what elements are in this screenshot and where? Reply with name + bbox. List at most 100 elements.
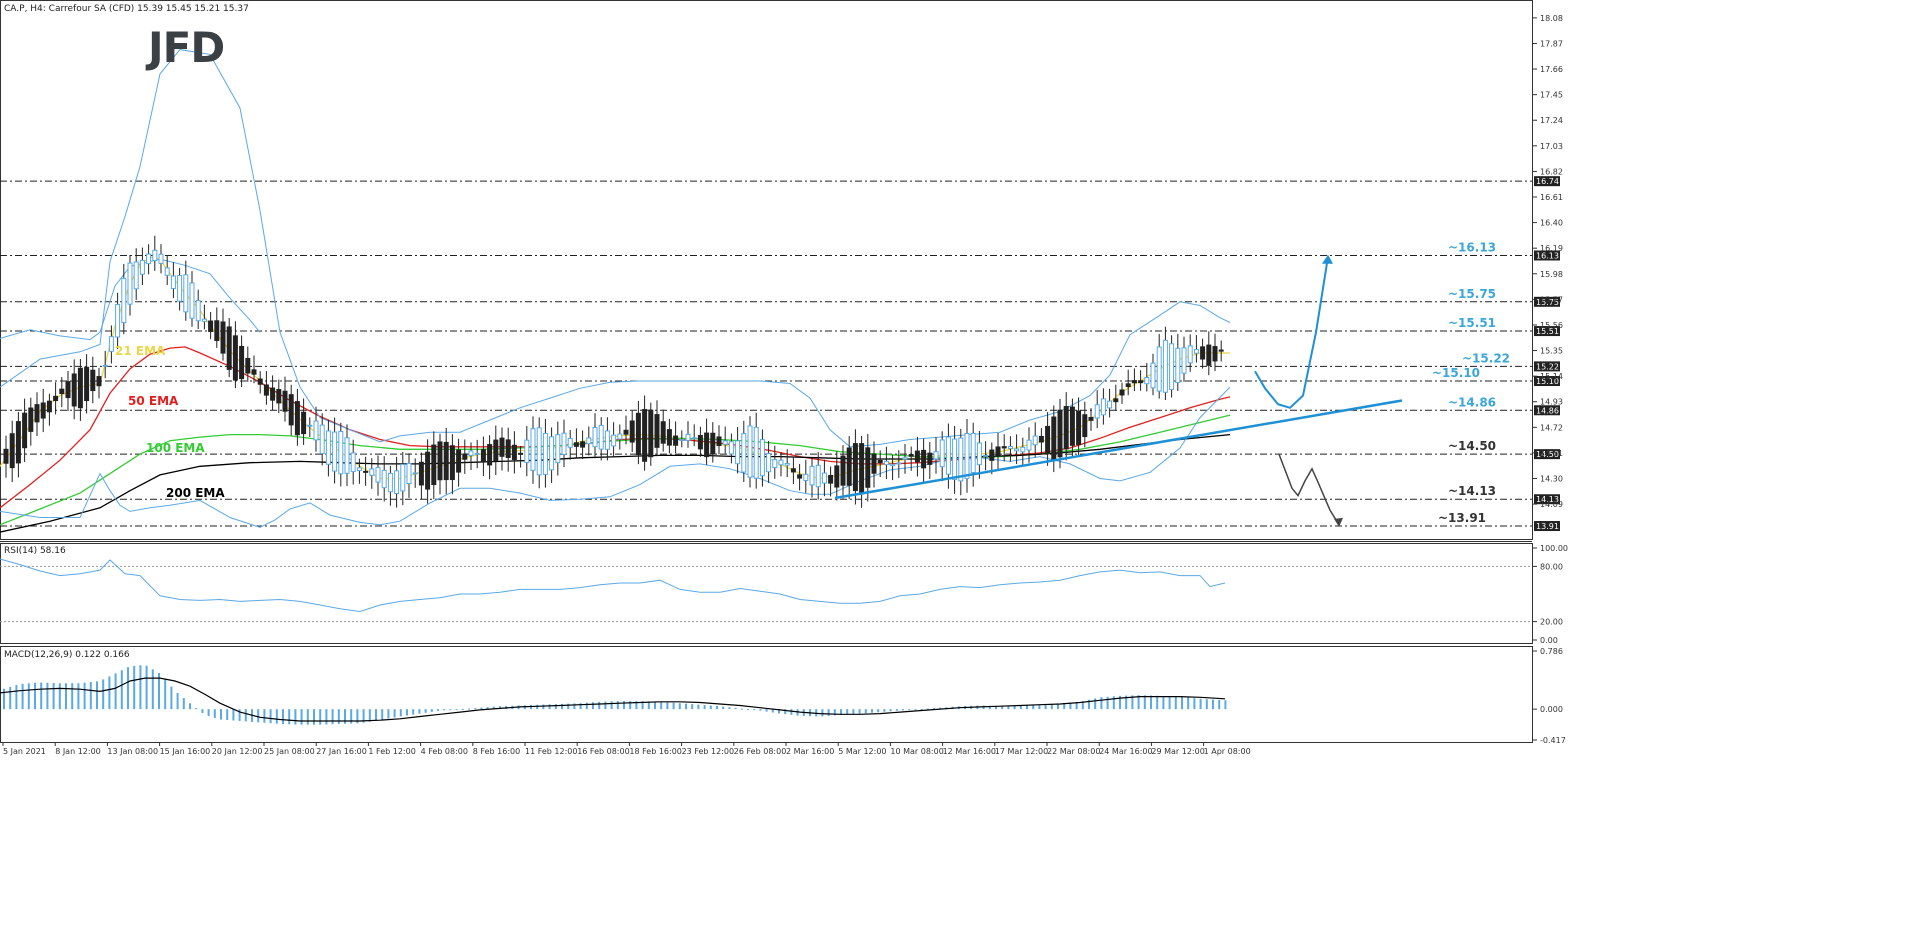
- candle-body: [487, 444, 493, 466]
- macd-histogram-bar: [337, 709, 340, 724]
- main-series: [0, 49, 1231, 533]
- candle-body: [245, 357, 251, 374]
- candle-body: [883, 460, 889, 466]
- candle-body: [666, 429, 672, 446]
- macd-histogram-bar: [660, 701, 663, 710]
- macd-histogram-bar: [269, 709, 272, 724]
- candle-body: [908, 454, 914, 457]
- macd-histogram-bar: [902, 709, 904, 711]
- macd-histogram-bar: [753, 709, 756, 711]
- level-price-box: [1534, 449, 1560, 460]
- macd-histogram-bar: [133, 665, 136, 710]
- candle-body: [1162, 339, 1168, 393]
- candle-body: [146, 253, 152, 265]
- macd-histogram-bar: [821, 709, 824, 717]
- candle-body: [573, 442, 579, 447]
- candles: [3, 235, 1224, 508]
- macd-histogram-bar: [238, 709, 241, 721]
- candle-body: [34, 404, 40, 423]
- macd-histogram-bar: [734, 707, 737, 710]
- macd-histogram-bar: [1088, 699, 1090, 710]
- candle-body: [1156, 346, 1162, 392]
- x-tick-label: 20 Jan 12:00: [212, 747, 263, 756]
- y-tick-label: 15.56: [1540, 321, 1563, 330]
- candle-body: [549, 436, 555, 471]
- macd-histogram-bar: [344, 709, 346, 724]
- macd-histogram-bar: [604, 701, 607, 710]
- candle-body: [226, 326, 232, 370]
- macd-histogram-bar: [220, 709, 222, 720]
- level-price-box: [1534, 405, 1560, 416]
- candle-body: [1144, 376, 1150, 385]
- macd-histogram-bar: [362, 709, 365, 723]
- macd-histogram-bar: [468, 708, 470, 710]
- macd-histogram-bar: [1224, 700, 1227, 710]
- macd-y-tick-label: 0.000: [1540, 705, 1563, 714]
- candle-body: [164, 267, 170, 276]
- candle-body: [96, 376, 102, 387]
- candle-body: [325, 430, 331, 465]
- macd-histogram-bar: [418, 709, 421, 714]
- candle-body: [865, 447, 871, 488]
- level-annotation: ~16.13: [1448, 241, 1496, 255]
- macd-histogram-bar: [1075, 702, 1078, 710]
- x-tick-label: 25 Jan 08:00: [264, 747, 315, 756]
- candle-body: [511, 444, 517, 461]
- candle-body: [418, 461, 424, 486]
- macd-histogram-bar: [858, 709, 861, 714]
- candle-body: [1100, 398, 1106, 416]
- candle-body: [821, 472, 827, 484]
- candle-body: [983, 454, 989, 457]
- y-tick-label: 15.98: [1540, 270, 1563, 279]
- macd-histogram-bar: [375, 709, 377, 721]
- candle-body: [580, 441, 586, 448]
- macd-histogram-bar: [641, 701, 644, 710]
- macd-histogram-bar: [443, 709, 446, 711]
- candle-body: [350, 452, 356, 473]
- level-annotation: ~14.50: [1448, 439, 1496, 453]
- candle-body: [158, 253, 164, 264]
- macd-histogram-bar: [282, 709, 284, 725]
- macd-histogram-bar: [313, 709, 315, 725]
- level-price-label: 15.75: [1536, 298, 1559, 307]
- macd-histogram-bar: [616, 701, 619, 710]
- candle-body: [685, 433, 691, 441]
- level-price-box: [1534, 494, 1560, 505]
- rsi-y-tick-label: 100.00: [1540, 544, 1568, 553]
- level-price-label: 15.22: [1536, 362, 1559, 371]
- macd-histogram-bar: [232, 709, 235, 721]
- level-annotation: ~15.10: [1432, 366, 1480, 380]
- macd-histogram-bar: [536, 704, 539, 710]
- candle-body: [995, 446, 1001, 456]
- macd-histogram-bar: [89, 682, 92, 710]
- rsi-pane-frame: [0, 543, 1533, 644]
- candle-body: [834, 465, 840, 488]
- macd-histogram-bar: [480, 707, 483, 710]
- candle-body: [270, 387, 276, 401]
- candle-body: [1014, 448, 1020, 452]
- macd-histogram-bar: [151, 669, 154, 710]
- macd-signal-line: [0, 677, 1226, 722]
- candle-body: [759, 439, 765, 477]
- candle-body: [530, 428, 536, 471]
- y-tick-label: 17.87: [1540, 39, 1563, 48]
- macd-histogram-bar: [182, 698, 185, 710]
- candle-body: [77, 367, 83, 409]
- macd-histogram-bar: [759, 709, 762, 711]
- rsi-y-tick-label: 0.00: [1540, 636, 1558, 645]
- macd-histogram-bar: [52, 683, 55, 710]
- macd-histogram-bar: [554, 704, 557, 710]
- candle-body: [635, 412, 641, 455]
- level-price-label: 14.86: [1536, 406, 1559, 415]
- candle-body: [127, 262, 133, 305]
- candle-body: [282, 390, 288, 412]
- candle-body: [177, 275, 183, 302]
- x-tick-label: 5 Jan 2021: [3, 747, 46, 756]
- candle-body: [1007, 446, 1013, 449]
- candle-body: [406, 462, 412, 485]
- macd-histogram-bar: [145, 665, 148, 710]
- macd-histogram-bar: [747, 709, 749, 711]
- candle-body: [555, 434, 561, 464]
- level-price-box: [1534, 521, 1560, 532]
- macd-histogram-bar: [350, 709, 353, 724]
